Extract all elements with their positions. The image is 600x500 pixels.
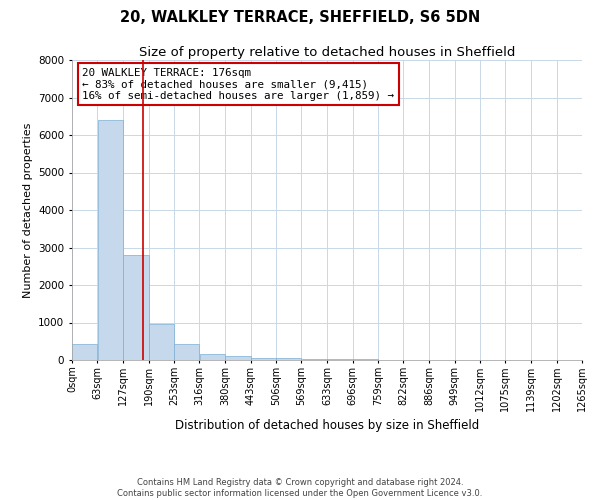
Bar: [328, 359, 353, 360]
Bar: [149, 324, 174, 360]
Text: 20 WALKLEY TERRACE: 176sqm
← 83% of detached houses are smaller (9,415)
16% of s: 20 WALKLEY TERRACE: 176sqm ← 83% of deta…: [82, 68, 394, 100]
Y-axis label: Number of detached properties: Number of detached properties: [23, 122, 32, 298]
Text: 20, WALKLEY TERRACE, SHEFFIELD, S6 5DN: 20, WALKLEY TERRACE, SHEFFIELD, S6 5DN: [120, 10, 480, 25]
Bar: [199, 354, 225, 360]
Text: Contains HM Land Registry data © Crown copyright and database right 2024.
Contai: Contains HM Land Registry data © Crown c…: [118, 478, 482, 498]
Bar: [302, 359, 327, 360]
Bar: [226, 356, 251, 360]
Bar: [124, 255, 149, 360]
Bar: [97, 120, 123, 360]
X-axis label: Distribution of detached houses by size in Sheffield: Distribution of detached houses by size …: [175, 420, 479, 432]
Title: Size of property relative to detached houses in Sheffield: Size of property relative to detached ho…: [139, 46, 515, 59]
Bar: [276, 358, 301, 360]
Bar: [72, 344, 97, 360]
Bar: [174, 344, 199, 360]
Bar: [251, 358, 276, 360]
